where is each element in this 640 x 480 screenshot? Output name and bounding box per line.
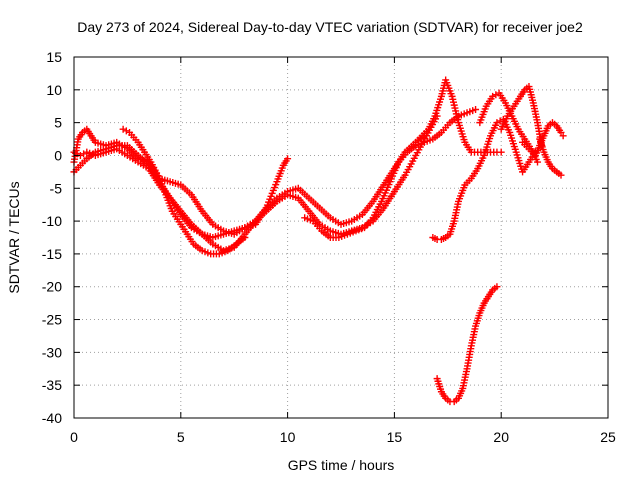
y-tick-label: 5 bbox=[54, 115, 62, 131]
chart-title: Day 273 of 2024, Sidereal Day-to-day VTE… bbox=[77, 19, 583, 35]
series-track-6 bbox=[412, 76, 505, 156]
series-track-4 bbox=[119, 125, 249, 258]
data-point bbox=[559, 132, 567, 140]
data-point bbox=[241, 234, 249, 241]
data-point bbox=[122, 127, 130, 135]
data-point bbox=[284, 155, 292, 163]
data-point bbox=[497, 148, 505, 156]
series-track-12 bbox=[536, 135, 565, 179]
y-tick-label: -25 bbox=[42, 312, 62, 328]
data-point bbox=[472, 106, 480, 114]
x-tick-label: 15 bbox=[387, 429, 403, 445]
y-axis-title: SDTVAR / TECUs bbox=[6, 181, 22, 293]
x-tick-label: 5 bbox=[177, 429, 185, 445]
y-tick-label: -40 bbox=[42, 410, 62, 426]
x-tick-label: 20 bbox=[493, 429, 509, 445]
x-tick-label: 25 bbox=[600, 429, 616, 445]
data-point bbox=[119, 125, 127, 133]
y-tick-label: -5 bbox=[50, 180, 63, 196]
data-point bbox=[493, 283, 501, 291]
y-tick-label: -10 bbox=[42, 213, 62, 229]
y-tick-label: 15 bbox=[46, 49, 62, 65]
plot-data bbox=[70, 76, 567, 406]
axes: 0 5 10 15 20 25 15 10 5 0 -5 -10 -15 -20 -25 -30 -35 -40 bbox=[42, 49, 616, 445]
y-tick-label: 0 bbox=[54, 147, 62, 163]
data-point bbox=[492, 91, 500, 99]
y-tick-label: -35 bbox=[42, 377, 62, 393]
x-tick-label: 0 bbox=[70, 429, 78, 445]
data-point bbox=[80, 150, 88, 158]
series-track-8 bbox=[433, 283, 501, 406]
series-track-10 bbox=[497, 83, 546, 150]
x-axis-title: GPS time / hours bbox=[288, 457, 395, 473]
series-track-11 bbox=[519, 119, 567, 159]
x-tick-label: 10 bbox=[280, 429, 296, 445]
y-tick-label: -15 bbox=[42, 246, 62, 262]
plot-frame bbox=[73, 56, 609, 419]
y-tick-label: -20 bbox=[42, 279, 62, 295]
data-point bbox=[557, 171, 565, 179]
data-point bbox=[534, 158, 542, 166]
y-tick-label: 10 bbox=[46, 82, 62, 98]
y-tick-label: -30 bbox=[42, 344, 62, 360]
series-track-5 bbox=[301, 106, 480, 241]
